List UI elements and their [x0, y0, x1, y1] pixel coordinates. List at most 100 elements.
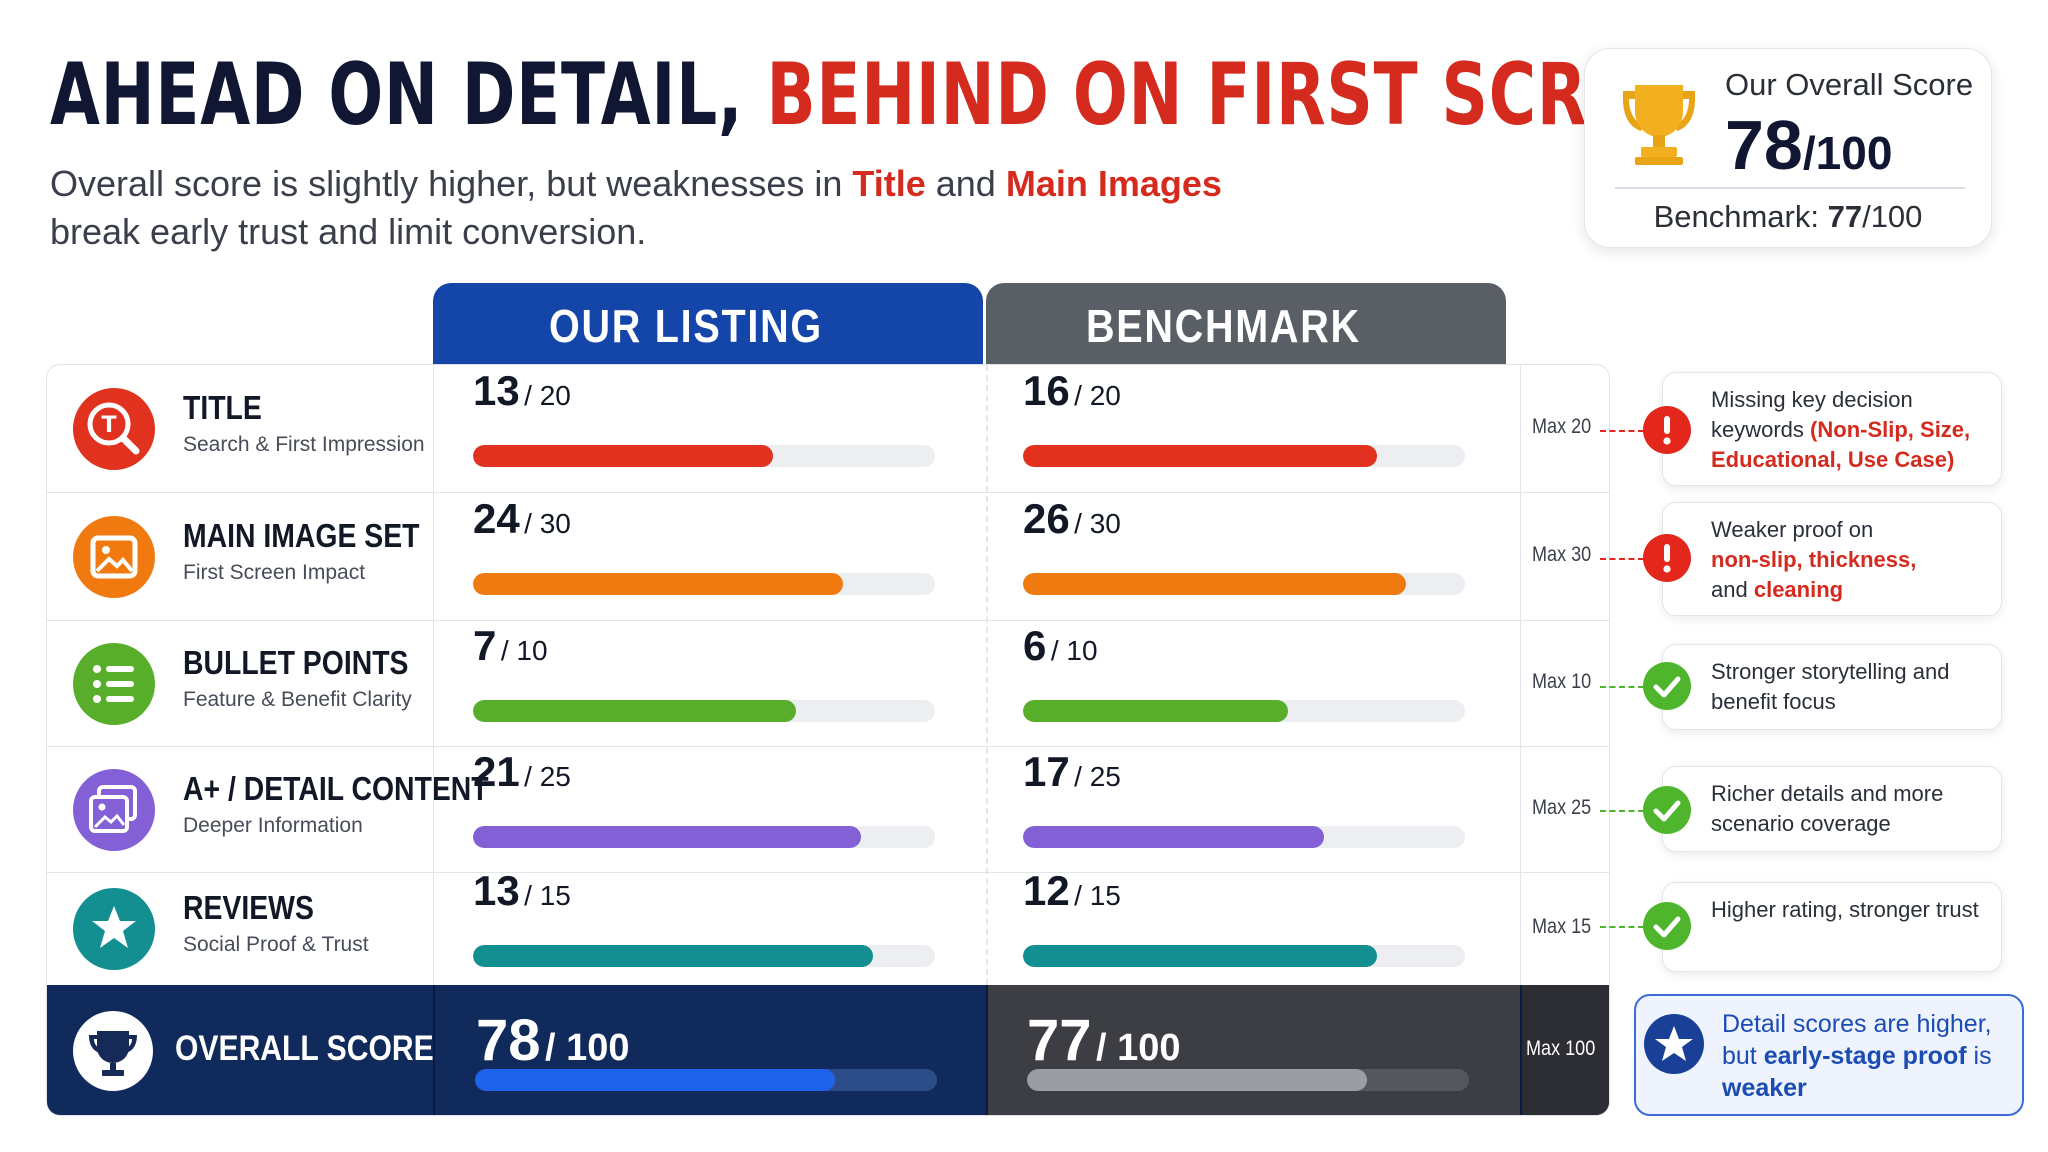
benchmark-score: 16 / 20 — [1023, 367, 1121, 415]
category-subtitle: Feature & Benefit Clarity — [183, 688, 412, 711]
our-score-value: 7 — [473, 622, 497, 669]
benchmark-score-max: / 15 — [1074, 880, 1121, 911]
benchmark-label: Benchmark: — [1653, 199, 1819, 234]
max-label: Max 30 — [1521, 543, 1609, 567]
subheadline-text: break early trust and limit conversion. — [50, 211, 647, 252]
benchmark-score-track — [1023, 445, 1465, 467]
overall-benchmark-bar — [1027, 1069, 1368, 1091]
insight-note: Weaker proof on non-slip, thickness, and c… — [1662, 502, 2002, 616]
our-score-max: / 10 — [500, 635, 548, 666]
overall-benchmark-score: 77 / 100 — [1027, 1007, 1181, 1074]
score-card-number: 78 — [1725, 106, 1803, 184]
insight-note: Richer details and more scenario coverag… — [1662, 766, 2002, 852]
our-score-max: / 30 — [524, 508, 571, 539]
benchmark-score-bar — [1023, 700, 1289, 722]
category-subtitle: Search & First Impression — [183, 433, 425, 456]
takeaway-highlight: weaker — [1722, 1074, 1807, 1102]
max-label: Max 20 — [1521, 415, 1609, 439]
benchmark-score-max: / 25 — [1074, 761, 1121, 792]
our-score-track — [473, 700, 935, 722]
our-score-track — [473, 573, 935, 595]
max-label-text: Max 20 — [1531, 415, 1591, 438]
insight-note: Stronger storytelling and benefit focus — [1662, 644, 2002, 730]
benchmark-score: 6 / 10 — [1023, 622, 1098, 670]
table-row: A+ / DETAIL CONTENT Deeper Information 21 … — [47, 747, 1609, 873]
column-header-our-listing: OUR LISTING — [433, 283, 983, 365]
note-connector — [1600, 430, 1644, 432]
our-score-value: 13 — [473, 867, 520, 914]
our-score-max: / 25 — [524, 761, 571, 792]
column-divider — [1520, 985, 1522, 1115]
check-icon — [1643, 786, 1691, 834]
row-divider — [47, 746, 1609, 747]
subheadline: Overall score is slightly higher, but we… — [50, 160, 1290, 256]
our-score-bar — [473, 826, 862, 848]
overall-our-score-value: 78 — [476, 1008, 541, 1073]
note-text: Higher rating, stronger trust — [1711, 897, 1979, 922]
gallery-icon — [73, 769, 155, 851]
column-divider — [1520, 365, 1521, 985]
score-card-benchmark: Benchmark: 77/100 — [1585, 199, 1991, 235]
subheadline-highlight-title: Title — [852, 163, 926, 204]
image-icon — [73, 516, 155, 598]
max-label: Max 25 — [1521, 796, 1609, 820]
note-text: Weaker proof on — [1711, 517, 1874, 542]
category-title: TITLE — [183, 389, 262, 426]
column-divider — [986, 985, 988, 1115]
table-row: T TITLE Search & First Impression 13 / 20 16… — [47, 365, 1609, 493]
overall-score-row: OVERALL SCORE 78 / 100 77 / 100 Max 100 — [47, 985, 1609, 1115]
our-score: 21 / 25 — [473, 748, 571, 796]
overall-max-label: Max 100 — [1521, 1037, 1609, 1061]
check-icon — [1643, 662, 1691, 710]
star-icon — [73, 888, 155, 970]
max-label: Max 10 — [1521, 670, 1609, 694]
benchmark-score-max: / 30 — [1074, 508, 1121, 539]
insight-note: Higher rating, stronger trust — [1662, 882, 2002, 972]
takeaway-part: is — [1973, 1042, 1992, 1070]
max-label-text: Max 10 — [1531, 670, 1591, 693]
score-card-value: 78/100 — [1725, 105, 1892, 185]
overall-benchmark-track — [1027, 1069, 1469, 1091]
svg-text:T: T — [101, 413, 116, 438]
table-row: MAIN IMAGE SET First Screen Impact 24 / 30… — [47, 493, 1609, 621]
note-highlight: cleaning — [1753, 577, 1844, 602]
max-label-text: Max 30 — [1531, 543, 1591, 566]
benchmark-score: 77 — [1827, 199, 1863, 234]
benchmark-score: 12 / 15 — [1023, 867, 1121, 915]
exclamation-icon — [1643, 534, 1691, 582]
our-score-value: 13 — [473, 367, 520, 414]
score-card-denominator: /100 — [1802, 127, 1893, 179]
takeaway-text: Detail scores are higher, but early-stag… — [1722, 1008, 2022, 1104]
our-score-value: 24 — [473, 495, 520, 542]
benchmark-score-value: 6 — [1023, 622, 1047, 669]
note-highlight: (Non-Slip, Size, Educational, Use Case) — [1711, 417, 1971, 472]
overall-max-label-text: Max 100 — [1525, 1037, 1595, 1060]
title-search-icon: T — [73, 388, 155, 470]
benchmark-denominator: /100 — [1862, 199, 1923, 234]
our-score-track — [473, 945, 935, 967]
max-label-text: Max 15 — [1531, 915, 1591, 938]
column-divider — [433, 985, 435, 1115]
takeaway-box: Detail scores are higher, but early-stag… — [1634, 994, 2024, 1116]
category-subtitle: Deeper Information — [183, 814, 363, 837]
star-badge-icon — [1644, 1014, 1704, 1074]
insight-note: Missing key decision keywords (Non-Slip,… — [1662, 372, 2002, 486]
benchmark-score-track — [1023, 700, 1465, 722]
note-connector — [1600, 926, 1644, 928]
row-divider — [47, 872, 1609, 873]
headline: AHEAD ON DETAIL, BEHIND ON FIRST SCREEN — [50, 44, 1732, 147]
overall-benchmark-score-max: / 100 — [1095, 1027, 1181, 1069]
benchmark-score-value: 26 — [1023, 495, 1070, 542]
overall-trophy-icon — [73, 1011, 153, 1091]
benchmark-score-track — [1023, 826, 1465, 848]
benchmark-score-bar — [1023, 445, 1377, 467]
benchmark-score-max: / 10 — [1050, 635, 1098, 666]
column-header-benchmark: BENCHMARK — [986, 283, 1506, 365]
benchmark-score-max: / 20 — [1074, 380, 1121, 411]
benchmark-score: 17 / 25 — [1023, 748, 1121, 796]
benchmark-score: 26 / 30 — [1023, 495, 1121, 543]
benchmark-score-bar — [1023, 573, 1407, 595]
category-title: A+ / DETAIL CONTENT — [183, 770, 489, 807]
category-title: BULLET POINTS — [183, 644, 409, 681]
our-score-track — [473, 826, 935, 848]
